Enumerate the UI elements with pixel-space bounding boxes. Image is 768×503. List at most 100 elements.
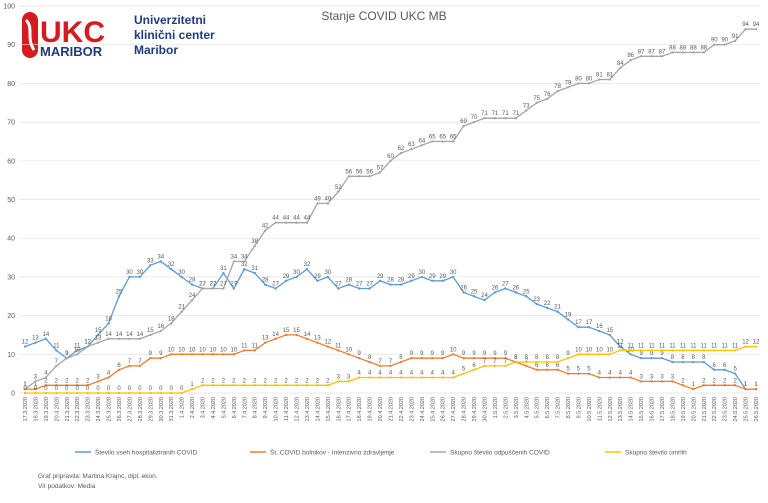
point [493,117,497,120]
data-label: 2 [326,378,330,384]
point [55,364,58,368]
point [107,337,110,341]
data-label: 15 [147,328,154,334]
point [525,364,528,368]
point [723,384,726,387]
data-label: 71 [481,111,488,117]
logo-city: MARIBOR [40,44,103,59]
point [702,51,705,54]
data-label: 62 [398,146,405,152]
point [295,275,298,279]
point [55,349,58,352]
data-label: 28 [387,278,394,284]
data-label: 13 [95,336,102,342]
x-tick-label: 24.3.2020 [96,397,102,421]
point [399,151,403,155]
point [117,368,121,371]
point [96,391,100,395]
data-label: 32 [304,262,311,268]
data-label: 87 [638,49,645,55]
data-label: 8 [525,355,529,361]
point [598,329,601,333]
point [723,43,726,46]
point [180,310,183,313]
point [107,376,110,379]
point [368,376,371,379]
data-label: 6 [117,363,121,369]
point [117,391,121,395]
data-label: 19 [565,312,572,318]
data-label: 76 [544,92,551,98]
point [556,310,559,313]
point [577,372,580,375]
point [660,380,664,383]
data-label: 9 [357,351,361,357]
data-label: 11 [53,343,60,349]
data-label: 30 [450,270,457,276]
point [754,345,758,348]
data-label: 7 [128,359,132,365]
point [431,279,434,282]
data-label: 2 [253,378,257,384]
x-tick-label: 9.4.2020 [263,397,269,418]
point [692,387,695,391]
point [378,279,382,282]
point [86,384,89,387]
point [410,147,413,151]
data-label: 8 [671,355,675,361]
data-label: 27 [366,282,373,288]
data-label: 91 [732,34,739,40]
data-label: 65 [439,134,446,140]
point [222,271,225,275]
point [399,376,403,379]
data-label: 11 [659,343,666,349]
x-tick-label: 25.4.2020 [430,397,436,421]
data-label: 2 [76,378,80,384]
data-label: 29 [439,274,446,280]
y-tick-label: 50 [7,197,15,204]
point [462,124,465,128]
data-label: 11 [722,343,729,349]
x-tick-label: 13.5.2020 [618,397,624,421]
y-tick-label: 60 [7,158,15,165]
data-label: 5 [577,367,581,373]
data-label: 2 [681,378,685,384]
data-label: 78 [554,84,561,90]
point [619,349,622,352]
point [284,333,288,337]
data-label: 0 [149,386,153,392]
data-label: 2 [243,378,247,384]
point [681,349,685,352]
point [504,364,507,368]
point [232,353,236,356]
data-label: 9 [483,351,487,357]
data-label: 18 [105,316,112,322]
point [138,337,142,341]
point [556,360,559,364]
data-label: 87 [648,49,655,55]
data-label: 13 [32,336,39,342]
point [138,275,142,279]
x-tick-label: 28.3.2020 [138,397,144,421]
data-label: 7 [504,359,508,365]
data-label: 16 [596,324,603,330]
point [702,360,705,364]
data-label: 4 [431,371,435,377]
data-label: 17 [586,320,593,326]
point [253,244,256,248]
data-label: 4 [420,371,424,377]
data-label: 14 [126,332,133,338]
point [316,202,319,205]
x-tick-label: 14.4.2020 [315,397,321,421]
data-label: 31 [220,266,227,272]
data-label: 6 [723,363,727,369]
data-label: 10 [231,347,238,353]
data-label: 11 [638,343,645,349]
point [305,221,309,224]
point [305,384,309,387]
x-tick-label: 14.5.2020 [629,397,635,421]
point [660,55,664,58]
x-tick-label: 30.3.2020 [159,397,165,421]
point [462,372,465,375]
data-label: 25 [523,289,530,295]
